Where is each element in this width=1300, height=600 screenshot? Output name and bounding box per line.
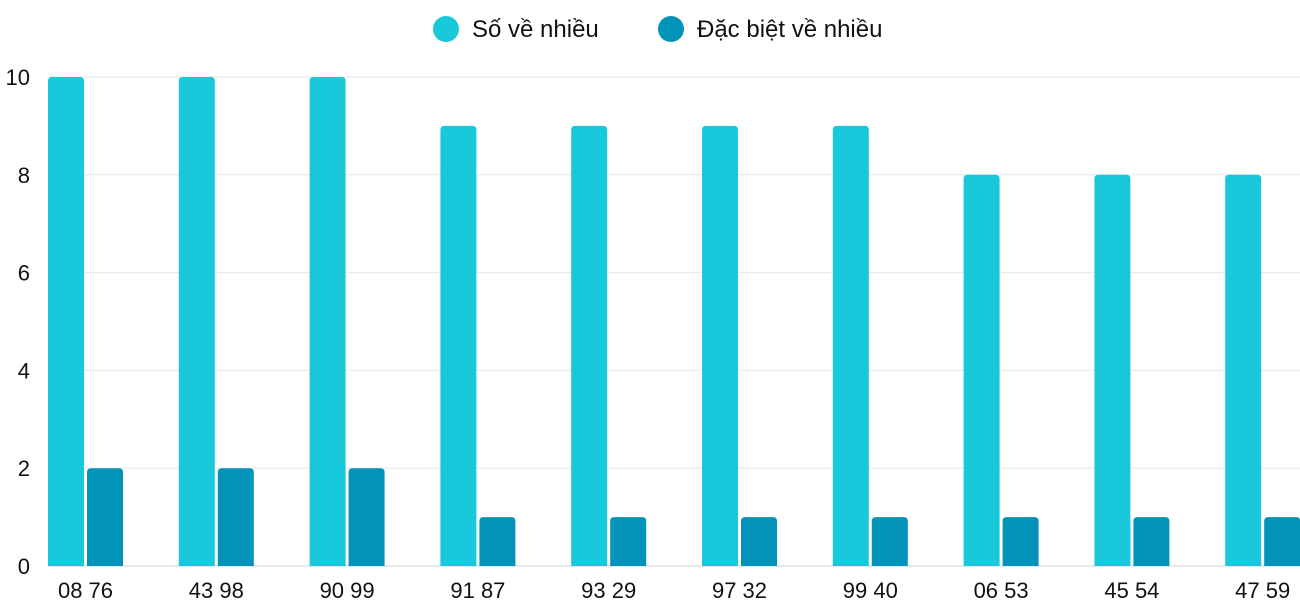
bar-series-1[interactable]: [1094, 174, 1131, 567]
bar-series-1[interactable]: [440, 125, 477, 567]
bar-series-2[interactable]: [217, 468, 254, 566]
y-tick-label: 6: [18, 261, 30, 286]
bar-series-2[interactable]: [87, 468, 123, 566]
x-tick-label: 08 76: [58, 578, 113, 600]
bar-series-2[interactable]: [479, 517, 516, 566]
bar-series-1[interactable]: [702, 125, 738, 567]
legend-marker-series-1: [433, 16, 459, 42]
legend-label-series-1: Số về nhiều: [472, 16, 599, 43]
x-tick-label: 45 54: [1104, 578, 1159, 600]
bar-series-1[interactable]: [832, 125, 869, 567]
bar-series-1[interactable]: [48, 77, 84, 566]
x-tick-label: 99 40: [843, 578, 898, 600]
y-tick-label: 4: [18, 358, 30, 383]
legend-marker-series-2: [658, 16, 684, 42]
bar-series-2[interactable]: [1133, 517, 1170, 566]
y-tick-label: 8: [18, 163, 30, 188]
y-tick-label: 0: [18, 554, 30, 579]
bar-series-2[interactable]: [1264, 517, 1300, 566]
bar-series-2[interactable]: [1002, 517, 1039, 566]
x-tick-label: 93 29: [581, 578, 636, 600]
bar-series-1[interactable]: [178, 77, 215, 566]
x-tick-label: 91 87: [450, 578, 505, 600]
x-tick-label: 97 32: [712, 578, 767, 600]
legend-label-series-2: Đặc biệt về nhiều: [697, 16, 882, 43]
bar-series-2[interactable]: [348, 468, 385, 566]
x-tick-label: 43 98: [189, 578, 244, 600]
bar-series-1[interactable]: [963, 174, 1000, 567]
y-tick-label: 10: [6, 65, 30, 90]
y-tick-label: 2: [18, 456, 30, 481]
bar-series-1[interactable]: [309, 77, 346, 566]
x-tick-label: 06 53: [974, 578, 1029, 600]
bar-series-2[interactable]: [610, 517, 647, 566]
bar-series-1[interactable]: [1225, 174, 1262, 567]
bar-series-2[interactable]: [741, 517, 777, 566]
bar-series-2[interactable]: [871, 517, 908, 566]
x-tick-label: 90 99: [320, 578, 375, 600]
bar-series-1[interactable]: [571, 125, 608, 567]
x-tick-label: 47 59: [1235, 578, 1290, 600]
legend: Số về nhiều Đặc biệt về nhiều: [433, 16, 882, 43]
